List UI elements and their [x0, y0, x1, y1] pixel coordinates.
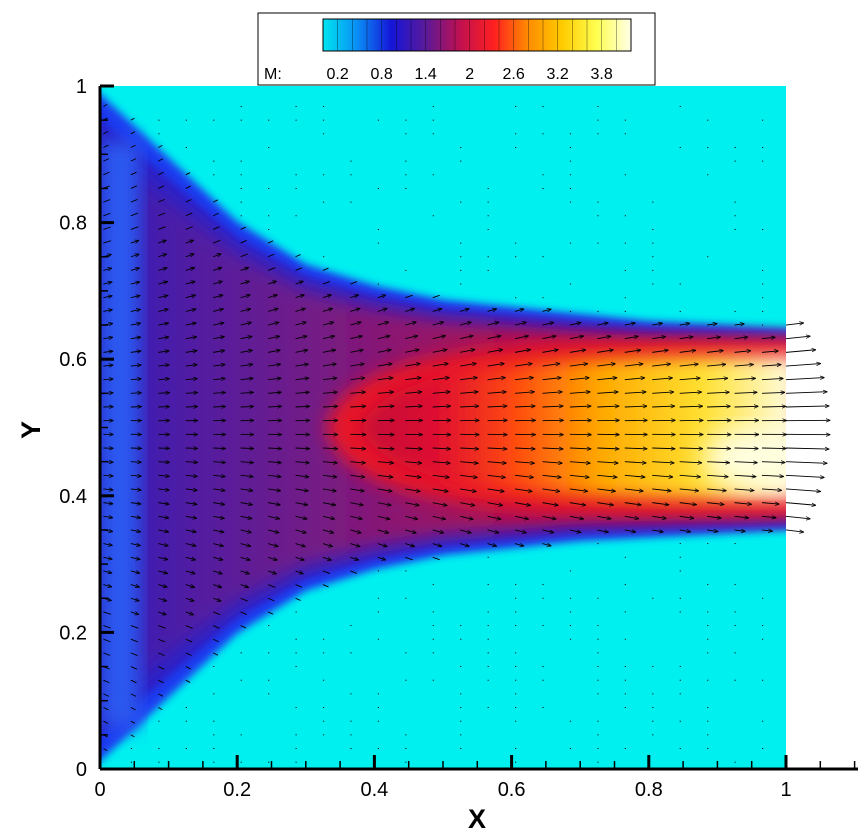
y-axis-title: Y — [16, 421, 46, 439]
outflow-arrow — [786, 448, 829, 449]
colorbar-tick-label: 3.8 — [591, 66, 613, 83]
outflow-arrow — [786, 350, 816, 353]
y-tick-label: 0.8 — [59, 213, 87, 235]
colorbar-tick-label: 1.4 — [415, 66, 437, 83]
outflow-arrow — [786, 516, 810, 519]
outflow-arrow — [786, 530, 803, 532]
colorbar-tick-label: 3.2 — [547, 66, 569, 83]
outflow-arrow — [786, 364, 820, 366]
velocity-arrow — [762, 448, 786, 449]
x-tick-label: 0.2 — [223, 779, 251, 801]
outflow-arrow — [786, 475, 824, 477]
velocity-arrow — [131, 393, 141, 394]
outflow-arrow — [786, 462, 827, 464]
x-tick-label: 0.4 — [360, 779, 388, 801]
colorbar-tick-label: 2 — [465, 66, 474, 83]
velocity-arrow — [213, 406, 225, 407]
y-tick-label: 0.4 — [59, 486, 87, 508]
outflow-arrow — [786, 323, 803, 325]
y-tick-label: 0 — [76, 759, 87, 781]
velocity-arrow — [241, 406, 254, 407]
velocity-arrow — [735, 448, 759, 449]
velocity-arrow — [213, 448, 225, 449]
y-tick-label: 0.2 — [59, 622, 87, 644]
colorbar-tick-label: 0.2 — [327, 66, 349, 83]
y-tick-label: 0.6 — [59, 349, 87, 371]
colorbar-gradient — [323, 19, 631, 51]
jet-core-peak — [704, 428, 814, 488]
outflow-arrow — [786, 503, 816, 506]
x-tick-label: 0.8 — [635, 779, 663, 801]
outflow-arrow — [786, 406, 829, 407]
x-axis-title: X — [468, 804, 486, 834]
x-tick-label: 1 — [780, 779, 791, 801]
velocity-arrow — [131, 462, 141, 463]
velocity-arrow — [241, 448, 254, 449]
colorbar-tick-label: 2.6 — [503, 66, 525, 83]
outflow-arrow — [786, 489, 820, 491]
colorbar-legend: M: 0.2 0.8 1.4 2 2.6 3.2 3.8 — [258, 13, 655, 85]
outflow-arrow — [786, 392, 827, 394]
colorbar-variable-label: M: — [264, 66, 282, 83]
x-tick-label: 0.6 — [498, 779, 526, 801]
x-tick-label: 0 — [94, 779, 105, 801]
contour-field — [80, 86, 816, 769]
outflow-arrow — [786, 378, 824, 380]
y-tick-label: 1 — [76, 76, 87, 98]
velocity-arrow — [762, 406, 786, 407]
colorbar-tick-label: 0.8 — [371, 66, 393, 83]
outflow-arrow — [786, 336, 810, 339]
